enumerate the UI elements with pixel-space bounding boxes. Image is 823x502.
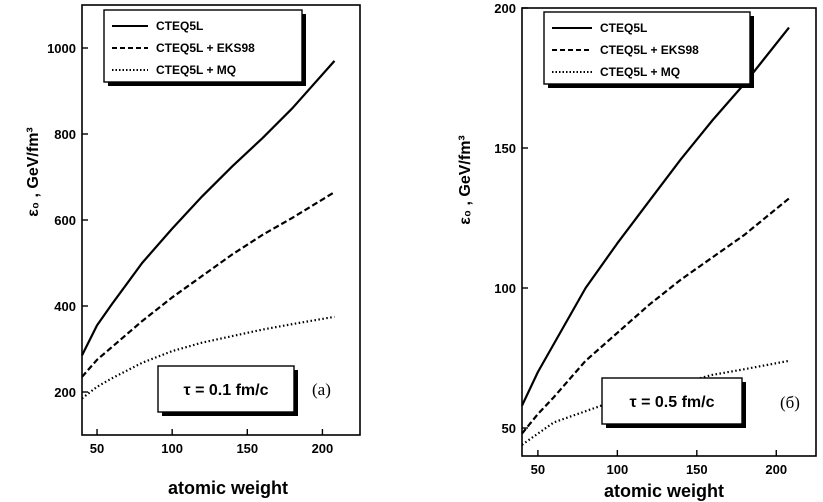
series-line-1 — [521, 26, 790, 407]
legend: CTEQ5L CTEQ5L + EKS98 CTEQ5L + MQ — [543, 11, 754, 88]
tau-box: τ = 0.5 fm/c — [601, 377, 746, 428]
x-ticks: 50 100 150 200 — [531, 450, 787, 477]
x-tick-label: 150 — [236, 441, 258, 456]
y-tick-label: 150 — [494, 141, 516, 156]
y-axis-title: ε₀ , GeV/fm³ — [25, 127, 42, 216]
panel-label: (б) — [780, 393, 800, 412]
y-tick-label: 100 — [494, 281, 516, 296]
x-axis-title: atomic weight — [604, 481, 724, 501]
legend-label-3: CTEQ5L + MQ — [600, 65, 680, 79]
tau-box-frame — [157, 365, 295, 413]
panel-b: 50 100 150 200 50 100 150 200 atomic weight ε₀… — [457, 1, 817, 501]
y-tick-label: 400 — [54, 299, 76, 314]
y-tick-label: 50 — [502, 421, 516, 436]
x-tick-label: 150 — [686, 462, 708, 477]
y-tick-label: 1000 — [47, 41, 76, 56]
plot-frame — [521, 7, 817, 457]
series-line-3 — [521, 359, 790, 446]
y-ticks: 200 400 600 800 1000 — [47, 41, 88, 400]
panel-label: (a) — [312, 380, 331, 399]
legend-label-1: CTEQ5L — [156, 19, 203, 33]
y-tick-label: 200 — [494, 1, 516, 16]
tau-label: τ = 0.1 fm/c — [184, 382, 269, 399]
legend-label-3: CTEQ5L + MQ — [156, 63, 236, 77]
y-tick-label: 200 — [54, 385, 76, 400]
x-axis-title: atomic weight — [168, 478, 288, 498]
series-line-2 — [521, 197, 790, 435]
y-ticks: 50 100 150 200 — [494, 1, 528, 436]
tau-box: τ = 0.1 fm/c — [157, 365, 298, 416]
x-tick-label: 200 — [765, 462, 787, 477]
x-tick-label: 50 — [531, 462, 545, 477]
series-layer — [521, 26, 790, 446]
x-tick-label: 100 — [161, 441, 183, 456]
y-tick-label: 800 — [54, 127, 76, 142]
tau-box-frame — [601, 377, 743, 425]
series-layer — [81, 60, 336, 400]
legend-label-1: CTEQ5L — [600, 21, 647, 35]
legend-label-2: CTEQ5L + EKS98 — [600, 43, 699, 57]
legend-label-2: CTEQ5L + EKS98 — [156, 41, 255, 55]
legend: CTEQ5L CTEQ5L + EKS98 CTEQ5L + MQ — [103, 9, 306, 86]
x-tick-label: 50 — [90, 441, 104, 456]
x-tick-label: 100 — [606, 462, 628, 477]
y-tick-label: 600 — [54, 213, 76, 228]
y-axis-title: ε₀ , GeV/fm³ — [457, 135, 474, 224]
x-tick-label: 200 — [312, 441, 334, 456]
tau-label: τ = 0.5 fm/c — [630, 394, 715, 411]
x-ticks: 50 100 150 200 — [90, 429, 333, 456]
series-line-1 — [81, 60, 336, 356]
legend-box — [543, 11, 751, 85]
panel-a: 50 100 150 200 200 400 600 800 1000 atomic weig… — [25, 4, 361, 498]
series-line-2 — [81, 191, 336, 378]
